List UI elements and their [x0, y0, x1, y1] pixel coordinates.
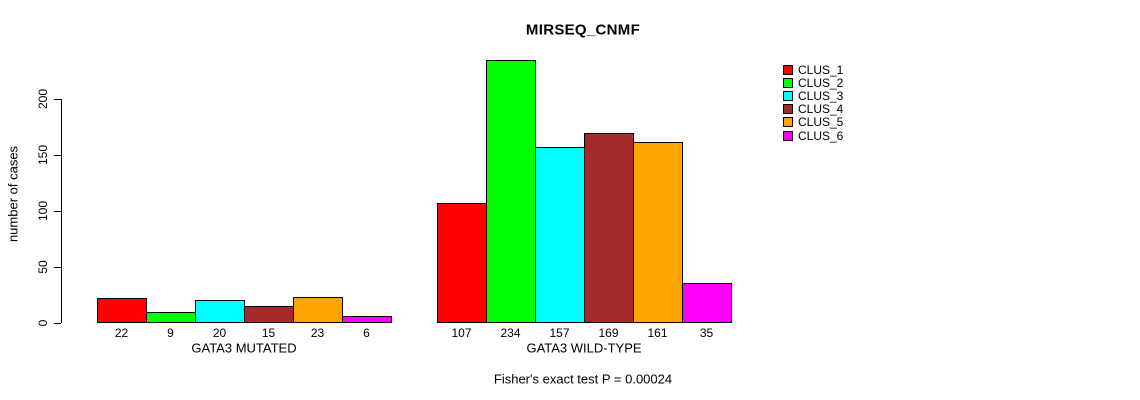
legend-swatch: [783, 77, 793, 88]
bar-clus_4: [244, 305, 294, 324]
legend-swatch: [783, 130, 793, 141]
bar-clus_2: [486, 60, 536, 324]
y-tick-mark: [54, 210, 61, 212]
y-axis-line: [61, 98, 62, 323]
y-tick-mark: [54, 98, 61, 100]
legend-swatch: [783, 117, 793, 128]
bar-value-label: 20: [212, 326, 227, 340]
y-tick-label: 100: [36, 200, 50, 221]
x-group-label: GATA3 MUTATED: [191, 340, 297, 356]
bar-clus_1: [97, 297, 147, 324]
bar-value-label: 9: [167, 326, 174, 340]
legend-item: CLUS_4: [783, 102, 844, 117]
bar-value-label: 169: [598, 326, 619, 340]
legend-label: CLUS_6: [798, 128, 844, 143]
legend-label: CLUS_2: [798, 75, 844, 90]
legend-item: CLUS_2: [783, 75, 844, 90]
legend-label: CLUS_5: [798, 115, 844, 130]
legend-item: CLUS_1: [783, 62, 844, 77]
legend-item: CLUS_6: [783, 128, 844, 143]
y-tick-mark: [54, 266, 61, 268]
legend-swatch: [783, 64, 793, 75]
bar-clus_4: [584, 133, 634, 324]
bar-clus_6: [342, 315, 392, 324]
bar-value-label: 22: [114, 326, 129, 340]
bar-clus_5: [293, 296, 343, 324]
y-tick-mark: [54, 154, 61, 156]
bar-value-label: 157: [549, 326, 570, 340]
y-tick-label: 200: [36, 88, 50, 109]
bar-clus_1: [437, 202, 487, 324]
legend-swatch: [783, 104, 793, 115]
y-tick-label: 0: [36, 319, 50, 326]
y-axis-title: number of cases: [5, 145, 21, 243]
bar-value-label: 234: [500, 326, 521, 340]
bar-value-label: 161: [647, 326, 668, 340]
bar-clus_5: [633, 142, 683, 324]
bar-value-label: 6: [363, 326, 370, 340]
bar-clus_6: [682, 283, 732, 324]
chart-title: MIRSEQ_CNMF: [525, 21, 641, 39]
y-tick-label: 150: [36, 144, 50, 165]
legend-label: CLUS_3: [798, 88, 844, 103]
bar-value-label: 23: [310, 326, 325, 340]
legend-swatch: [783, 90, 793, 101]
legend-item: CLUS_3: [783, 88, 844, 103]
bar-value-label: 35: [699, 326, 714, 340]
legend-item: CLUS_5: [783, 115, 844, 130]
legend-label: CLUS_4: [798, 102, 844, 117]
legend-label: CLUS_1: [798, 62, 844, 77]
x-group-label: GATA3 WILD-TYPE: [526, 340, 642, 356]
bar-value-label: 107: [451, 326, 472, 340]
bar-clus_2: [146, 312, 196, 324]
fisher-test-annotation: Fisher's exact test P = 0.00024: [493, 371, 673, 387]
bar-clus_3: [535, 146, 585, 324]
bar-clus_3: [195, 300, 245, 324]
bar-value-label: 15: [261, 326, 276, 340]
y-tick-mark: [54, 322, 61, 324]
y-tick-label: 50: [36, 259, 50, 274]
